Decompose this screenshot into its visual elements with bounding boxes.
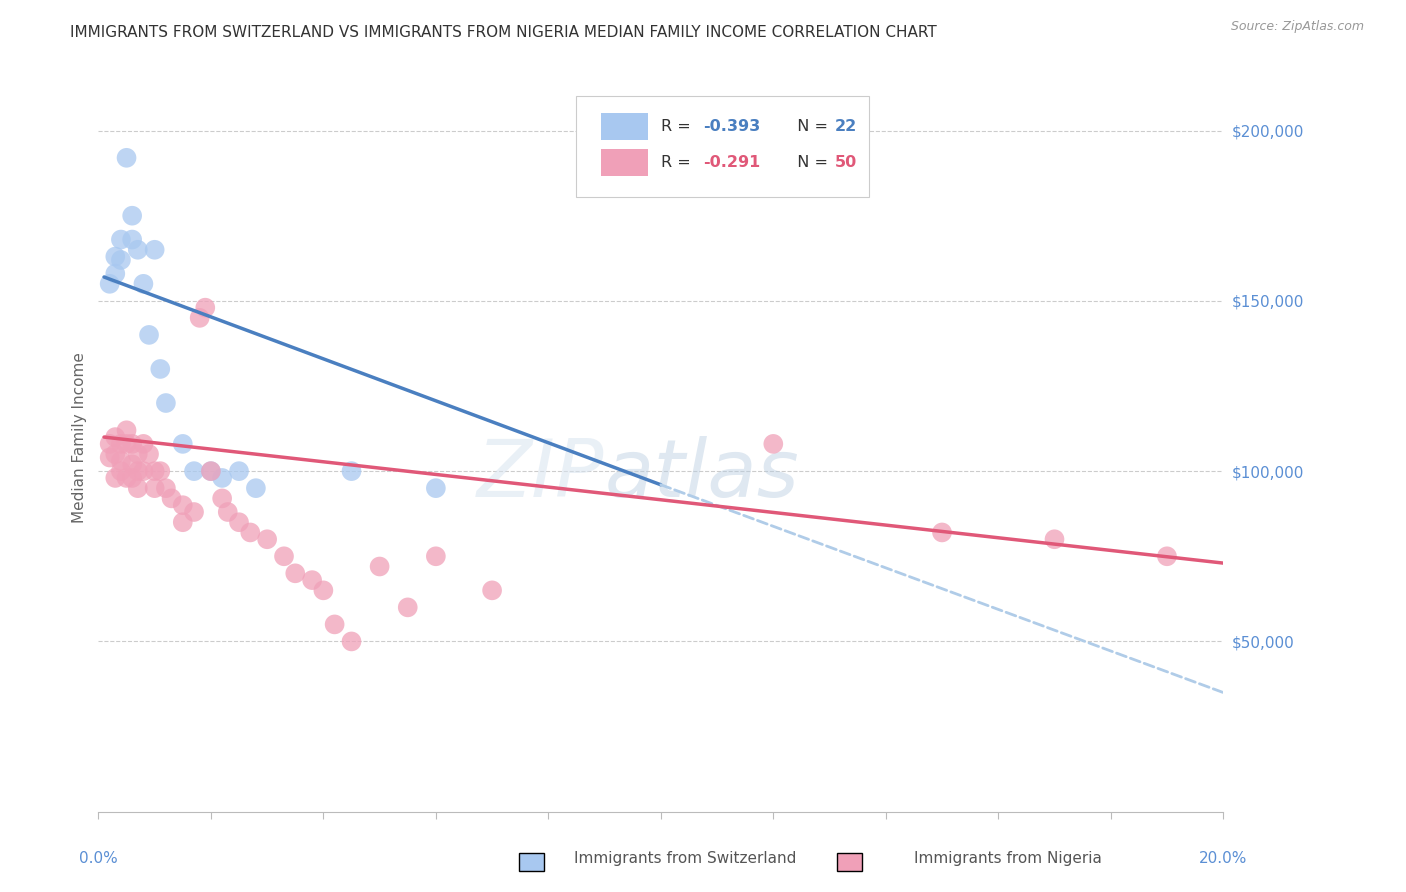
- Point: [132, 277, 155, 291]
- Text: N =: N =: [787, 119, 832, 134]
- Text: -0.393: -0.393: [703, 119, 761, 134]
- Text: R =: R =: [661, 119, 696, 134]
- FancyBboxPatch shape: [602, 149, 648, 176]
- Point: [149, 464, 172, 478]
- Point: [121, 437, 143, 451]
- Point: [149, 362, 172, 376]
- Point: [98, 437, 121, 451]
- Point: [127, 464, 149, 478]
- Point: [98, 450, 121, 465]
- Point: [239, 525, 262, 540]
- Point: [931, 525, 953, 540]
- Text: N =: N =: [787, 154, 832, 169]
- Point: [340, 634, 363, 648]
- Point: [110, 252, 132, 267]
- Text: 50: 50: [835, 154, 858, 169]
- Text: 20.0%: 20.0%: [1199, 851, 1247, 865]
- Text: ZIP: ZIP: [477, 435, 605, 514]
- Point: [183, 464, 205, 478]
- Point: [104, 447, 127, 461]
- Point: [121, 471, 143, 485]
- Point: [132, 437, 155, 451]
- FancyBboxPatch shape: [576, 96, 869, 197]
- Point: [143, 243, 166, 257]
- Point: [481, 583, 503, 598]
- Point: [368, 559, 391, 574]
- Point: [127, 447, 149, 461]
- Point: [155, 396, 177, 410]
- Point: [188, 310, 211, 325]
- Point: [425, 549, 447, 564]
- Point: [273, 549, 295, 564]
- Point: [110, 437, 132, 451]
- Point: [104, 471, 127, 485]
- Point: [284, 566, 307, 581]
- Text: Immigrants from Nigeria: Immigrants from Nigeria: [914, 851, 1102, 865]
- Point: [115, 423, 138, 437]
- Y-axis label: Median Family Income: Median Family Income: [72, 351, 87, 523]
- Point: [155, 481, 177, 495]
- Point: [104, 250, 127, 264]
- Point: [127, 243, 149, 257]
- Point: [301, 573, 323, 587]
- Text: Source: ZipAtlas.com: Source: ZipAtlas.com: [1230, 20, 1364, 33]
- Point: [132, 464, 155, 478]
- Point: [425, 481, 447, 495]
- Point: [256, 533, 278, 547]
- Point: [121, 209, 143, 223]
- Point: [228, 515, 250, 529]
- Point: [228, 464, 250, 478]
- Text: 22: 22: [835, 119, 858, 134]
- Point: [115, 151, 138, 165]
- Text: atlas: atlas: [605, 435, 800, 514]
- Point: [143, 464, 166, 478]
- Point: [110, 454, 132, 468]
- Point: [340, 464, 363, 478]
- Point: [115, 437, 138, 451]
- Point: [211, 491, 233, 506]
- Point: [98, 277, 121, 291]
- Text: -0.291: -0.291: [703, 154, 761, 169]
- Point: [245, 481, 267, 495]
- Point: [172, 498, 194, 512]
- Point: [160, 491, 183, 506]
- Text: Immigrants from Switzerland: Immigrants from Switzerland: [574, 851, 796, 865]
- Point: [138, 327, 160, 342]
- Point: [110, 233, 132, 247]
- FancyBboxPatch shape: [602, 112, 648, 140]
- Text: R =: R =: [661, 154, 696, 169]
- Point: [1156, 549, 1178, 564]
- Point: [121, 233, 143, 247]
- Point: [396, 600, 419, 615]
- Point: [211, 471, 233, 485]
- Point: [217, 505, 239, 519]
- Point: [183, 505, 205, 519]
- Point: [1043, 533, 1066, 547]
- Point: [323, 617, 346, 632]
- Point: [127, 481, 149, 495]
- Point: [762, 437, 785, 451]
- Text: 0.0%: 0.0%: [79, 851, 118, 865]
- Point: [104, 267, 127, 281]
- Text: IMMIGRANTS FROM SWITZERLAND VS IMMIGRANTS FROM NIGERIA MEDIAN FAMILY INCOME CORR: IMMIGRANTS FROM SWITZERLAND VS IMMIGRANT…: [70, 25, 936, 40]
- Point: [115, 471, 138, 485]
- Point: [172, 437, 194, 451]
- Point: [200, 464, 222, 478]
- Point: [121, 458, 143, 472]
- Point: [200, 464, 222, 478]
- Point: [194, 301, 217, 315]
- Point: [172, 515, 194, 529]
- Point: [312, 583, 335, 598]
- Point: [143, 481, 166, 495]
- Point: [110, 464, 132, 478]
- Point: [138, 447, 160, 461]
- Point: [104, 430, 127, 444]
